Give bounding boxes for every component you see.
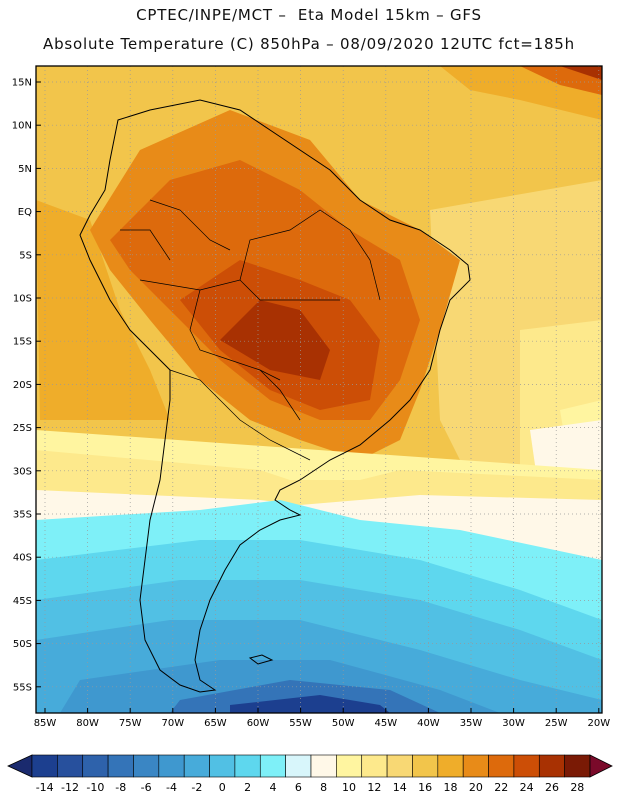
colorbar-swatch bbox=[336, 754, 363, 778]
colorbar-swatch bbox=[234, 754, 261, 778]
colorbar-swatch bbox=[361, 754, 388, 778]
colorbar-label: 22 bbox=[494, 781, 508, 794]
latitude-label: 30S bbox=[13, 466, 32, 477]
map-field bbox=[36, 66, 602, 713]
map-frame bbox=[35, 65, 603, 714]
coastline bbox=[79, 99, 471, 693]
longitude-label: 75W bbox=[119, 718, 142, 729]
colorbar-label: -8 bbox=[115, 781, 126, 794]
latitude-label: 15S bbox=[13, 337, 32, 348]
colorbar-label: 6 bbox=[295, 781, 302, 794]
latitude-label: 15N bbox=[12, 78, 32, 89]
colorbar-label: 12 bbox=[367, 781, 381, 794]
colorbar-label: -6 bbox=[141, 781, 152, 794]
colorbar-swatch bbox=[412, 754, 439, 778]
title-line-2: Absolute Temperature (C) 850hPa – 08/09/… bbox=[43, 35, 575, 53]
colorbar-swatch bbox=[564, 754, 591, 778]
colorbar-swatch bbox=[386, 754, 413, 778]
colorbar-swatch bbox=[259, 754, 286, 778]
latitude-label: 50S bbox=[13, 639, 32, 650]
colorbar-swatch bbox=[538, 754, 565, 778]
longitude-label: 40W bbox=[417, 718, 440, 729]
colorbar-swatch bbox=[285, 754, 312, 778]
colorbar-low-arrow bbox=[7, 754, 33, 778]
longitude-label: 45W bbox=[374, 718, 397, 729]
colorbar-label: -2 bbox=[191, 781, 202, 794]
longitude-label: 35W bbox=[460, 718, 483, 729]
colorbar-label: 8 bbox=[320, 781, 327, 794]
longitude-label: 85W bbox=[34, 718, 57, 729]
colorbar-label: 0 bbox=[219, 781, 226, 794]
colorbar-swatch bbox=[107, 754, 134, 778]
colorbar-label: 18 bbox=[444, 781, 458, 794]
colorbar-label: 20 bbox=[469, 781, 483, 794]
colorbar-label: 10 bbox=[342, 781, 356, 794]
latitude-label: 10S bbox=[13, 294, 32, 305]
colorbar-swatch bbox=[82, 754, 109, 778]
latitude-label: 5N bbox=[18, 164, 32, 175]
latitude-label: 20S bbox=[13, 380, 32, 391]
colorbar: -14 -12 -10 -8 -6 -4 -2 0 2 4 6 8 10 12 14 16 18 20 22 24 26… bbox=[7, 754, 613, 794]
country-borders bbox=[120, 199, 381, 461]
latitude-label: EQ bbox=[18, 207, 32, 218]
latitude-label: 25S bbox=[13, 423, 32, 434]
longitude-label: 30W bbox=[502, 718, 525, 729]
colorbar-label: 4 bbox=[269, 781, 276, 794]
latitude-label: 10N bbox=[12, 121, 32, 132]
latitude-label: 55S bbox=[13, 682, 32, 693]
colorbar-label: 28 bbox=[570, 781, 584, 794]
latitude-label: 45S bbox=[13, 596, 32, 607]
colorbar-high-arrow bbox=[589, 754, 613, 778]
longitude-label: 65W bbox=[204, 718, 227, 729]
colorbar-label: -12 bbox=[61, 781, 79, 794]
colorbar-swatch bbox=[57, 754, 84, 778]
colorbar-label: 26 bbox=[545, 781, 559, 794]
longitude-labels: 85W 80W 75W 70W 65W 60W 55W 50W 45W 40W 35W 30W 25W 2… bbox=[34, 718, 611, 729]
latitude-label: 35S bbox=[13, 510, 32, 521]
colorbar-swatch bbox=[158, 754, 185, 778]
colorbar-swatch bbox=[310, 754, 337, 778]
colorbar-swatch bbox=[133, 754, 160, 778]
longitude-label: 55W bbox=[289, 718, 312, 729]
longitude-label: 25W bbox=[545, 718, 568, 729]
colorbar-swatch bbox=[437, 754, 464, 778]
colorbar-label: 16 bbox=[418, 781, 432, 794]
colorbar-swatch bbox=[31, 754, 58, 778]
colorbar-swatch bbox=[462, 754, 489, 778]
colorbar-label: 24 bbox=[520, 781, 534, 794]
longitude-label: 20W bbox=[587, 718, 610, 729]
latitude-label: 40S bbox=[13, 553, 32, 564]
colorbar-swatch bbox=[183, 754, 210, 778]
latitude-label: 5S bbox=[19, 250, 32, 261]
colorbar-label: -10 bbox=[86, 781, 104, 794]
colorbar-label: 2 bbox=[244, 781, 251, 794]
longitude-label: 50W bbox=[332, 718, 355, 729]
latitude-labels: 15N 10N 5N EQ 5S 10S 15S 20S 25S 30S 35S 40S 45S 50S 5… bbox=[12, 78, 32, 694]
longitude-label: 70W bbox=[161, 718, 184, 729]
longitude-label: 80W bbox=[76, 718, 99, 729]
colorbar-swatch bbox=[513, 754, 540, 778]
colorbar-label: -14 bbox=[36, 781, 54, 794]
title-line-1: CPTEC/INPE/MCT – Eta Model 15km – GFS bbox=[136, 6, 482, 24]
colorbar-swatch bbox=[209, 754, 236, 778]
longitude-label: 60W bbox=[247, 718, 270, 729]
colorbar-label: 14 bbox=[393, 781, 407, 794]
colorbar-label: -4 bbox=[166, 781, 177, 794]
colorbar-swatch bbox=[488, 754, 515, 778]
